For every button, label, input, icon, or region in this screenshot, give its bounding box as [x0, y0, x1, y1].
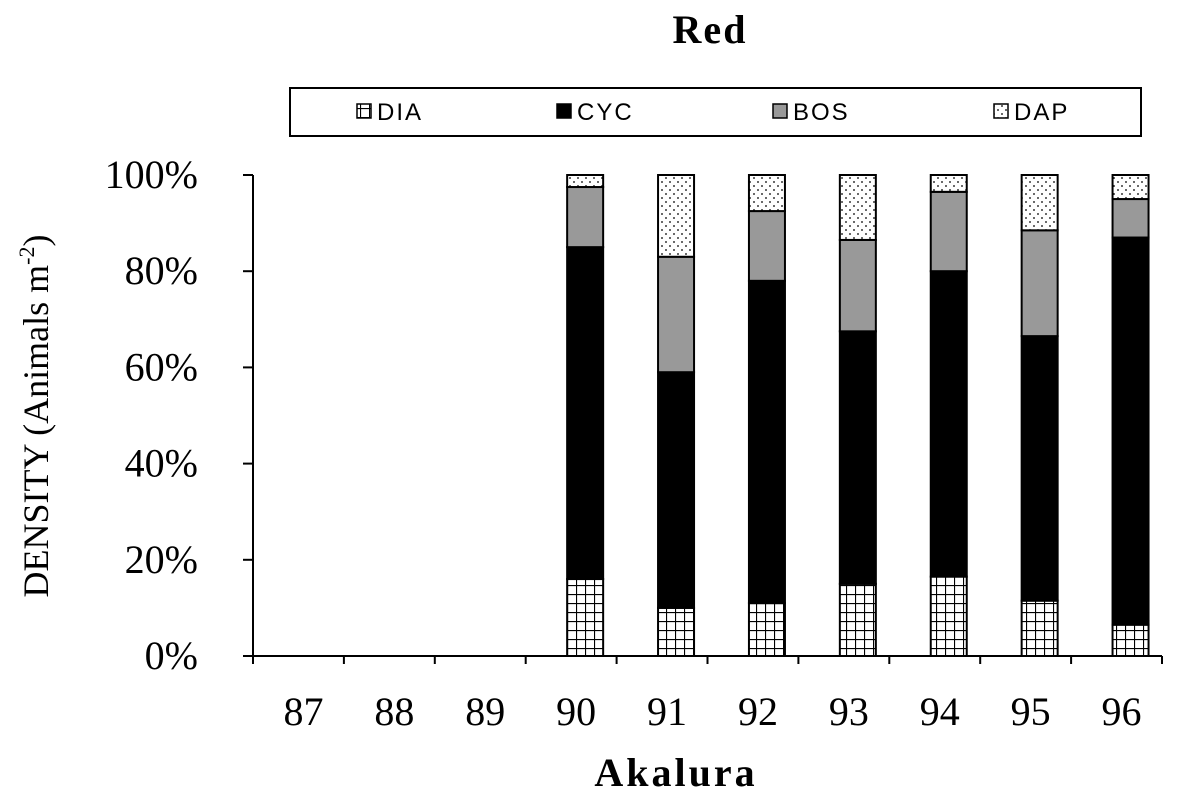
bar-segment-dap	[658, 175, 694, 257]
axes: 0% 20% 40% 60% 80% 100% 87 88 89 90 91 92 93 94 95 96	[105, 152, 1162, 734]
y-tick-label: 40%	[125, 441, 198, 486]
y-axis-label-close: )	[16, 235, 56, 247]
bar-segment-dap	[1022, 175, 1058, 230]
bar-segment-dap	[1113, 175, 1149, 199]
y-tick-label: 100%	[105, 152, 198, 197]
y-tick-label: 0%	[145, 633, 198, 678]
bar-segment-dia	[749, 603, 785, 656]
bar-segment-dia	[1113, 625, 1149, 656]
bars	[567, 175, 1148, 656]
bar-segment-bos	[1113, 199, 1149, 237]
legend-swatch-bos	[773, 104, 787, 118]
y-axis-label: DENSITY (Animals m-2)	[14, 235, 56, 598]
bar-segment-cyc	[658, 372, 694, 608]
bar-segment-cyc	[749, 281, 785, 603]
bar-segment-cyc	[567, 247, 603, 579]
bar-segment-cyc	[931, 271, 967, 576]
x-tick-label: 92	[738, 689, 778, 734]
y-axis-label-sup: -2	[14, 247, 39, 265]
x-axis-label: Akalura	[594, 750, 757, 793]
bar-segment-dap	[749, 175, 785, 211]
x-tick-label: 87	[283, 689, 323, 734]
bar-segment-dia	[1022, 601, 1058, 656]
bar-segment-dia	[840, 584, 876, 656]
bar-segment-cyc	[840, 331, 876, 584]
bar-segment-bos	[840, 240, 876, 331]
legend-label-dia: DIA	[377, 99, 423, 126]
bar-segment-bos	[567, 187, 603, 247]
bar-segment-bos	[658, 257, 694, 372]
bar-segment-bos	[749, 211, 785, 281]
legend: DIA CYC BOS DAP	[290, 88, 1141, 136]
bar-segment-dia	[658, 608, 694, 656]
x-tick-label: 95	[1011, 689, 1051, 734]
legend-label-dap: DAP	[1014, 99, 1069, 126]
x-tick-label: 91	[647, 689, 687, 734]
bar-segment-bos	[1022, 230, 1058, 336]
bar-segment-dap	[931, 175, 967, 192]
chart-title: Red	[673, 7, 748, 52]
legend-label-bos: BOS	[793, 99, 850, 126]
bar-segment-cyc	[1022, 336, 1058, 601]
x-tick-label: 88	[374, 689, 414, 734]
legend-swatch-dia	[357, 104, 371, 118]
legend-swatch-cyc	[557, 104, 571, 118]
bar-segment-dia	[931, 577, 967, 656]
x-tick-label: 93	[829, 689, 869, 734]
bar-segment-bos	[931, 192, 967, 271]
legend-swatch-dap	[994, 104, 1008, 118]
bar-segment-dia	[567, 579, 603, 656]
x-tick-label: 94	[920, 689, 960, 734]
x-tick-label: 90	[556, 689, 596, 734]
y-tick-label: 80%	[125, 248, 198, 293]
legend-label-cyc: CYC	[577, 99, 634, 126]
y-tick-label: 60%	[125, 344, 198, 389]
y-tick-label: 20%	[125, 537, 198, 582]
bar-segment-cyc	[1113, 238, 1149, 625]
y-axis-label-main: DENSITY (Animals m	[16, 265, 56, 598]
x-tick-label: 96	[1102, 689, 1142, 734]
bar-segment-dap	[567, 175, 603, 187]
x-tick-label: 89	[465, 689, 505, 734]
bar-segment-dap	[840, 175, 876, 240]
